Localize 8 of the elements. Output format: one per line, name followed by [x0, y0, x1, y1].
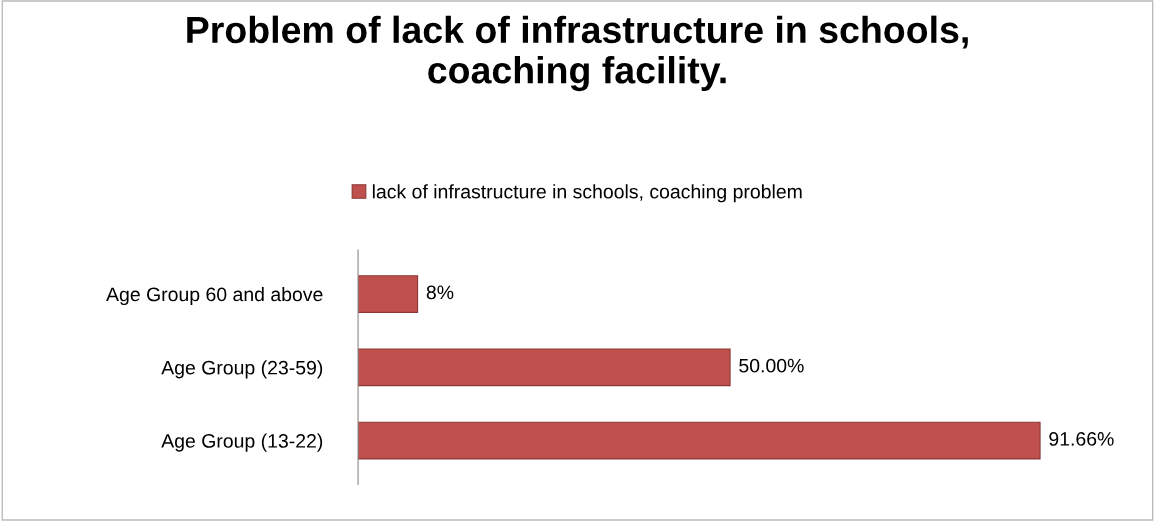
- chart-title: Problem of lack of infrastructure in schools, coaching facility.: [187, 15, 968, 92]
- data-label: 50.00%: [739, 358, 804, 373]
- y-tick-label: Age Group 60 and above: [106, 286, 323, 306]
- data-label: 91.66%: [1049, 432, 1114, 446]
- y-tick-label: Age Group (23-59): [161, 360, 323, 379]
- y-tick-label: Age Group (13-22): [161, 433, 323, 452]
- data-label: 8%: [426, 285, 454, 300]
- legend-label: lack of infrastructure in schools, coaching problem: [372, 184, 802, 203]
